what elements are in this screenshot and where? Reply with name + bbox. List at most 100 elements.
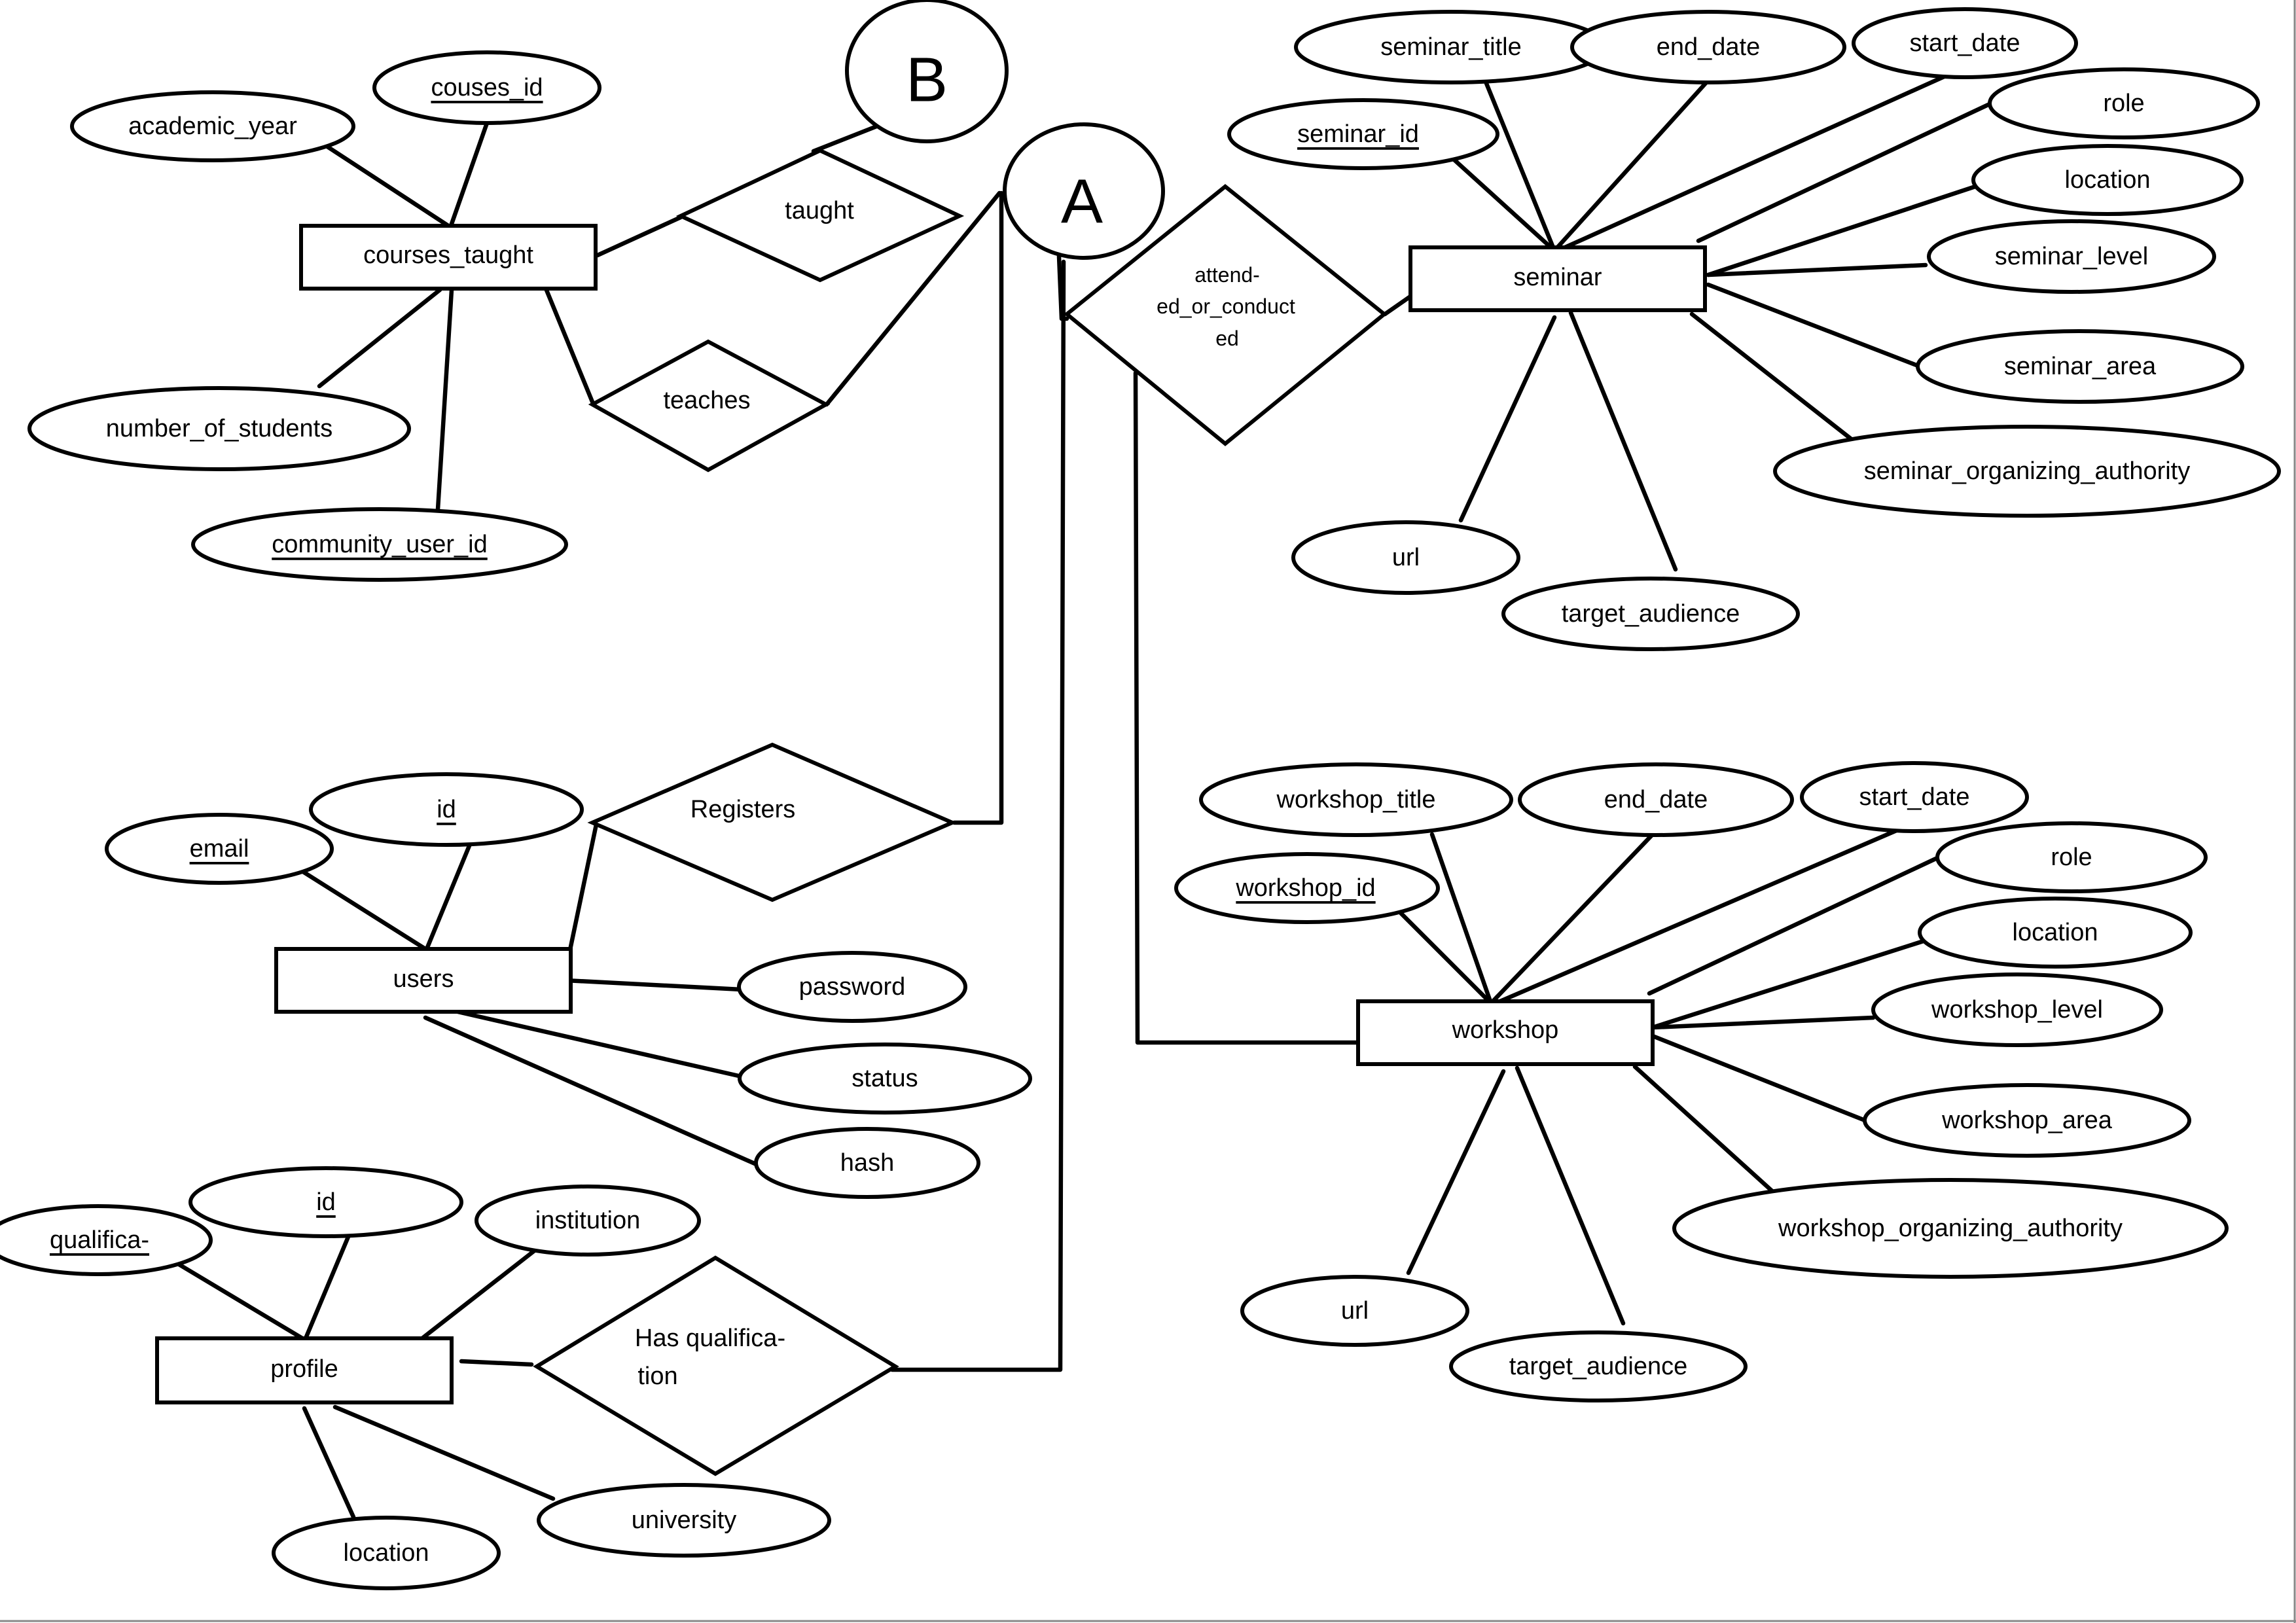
connector-lines <box>174 73 1994 1520</box>
line-courses-academic-year <box>323 143 451 228</box>
connector-a-circle <box>1003 122 1165 260</box>
attribute-number-of-students: number_of_students <box>27 386 411 471</box>
relationship-registers-label: Registers <box>691 796 796 823</box>
line-courses-number-of-students <box>317 287 442 389</box>
attribute-seminar-location: location <box>1971 144 2244 216</box>
line-profile-university <box>332 1404 556 1501</box>
attribute-workshop-area-ellipse <box>1863 1083 2191 1158</box>
attribute-profile-location-label: location <box>344 1539 429 1567</box>
attribute-workshop-id-ellipse <box>1174 852 1440 924</box>
attribute-seminar-id-ellipse <box>1227 98 1499 170</box>
connector-b-circle <box>845 0 1009 143</box>
line-seminar-role <box>1696 101 1994 243</box>
attribute-couses-id: couses_id <box>372 50 601 125</box>
attribute-users-id-ellipse <box>309 772 584 847</box>
attribute-seminar-area-ellipse <box>1916 329 2244 404</box>
relationship-attended-diamond <box>1064 184 1388 446</box>
relationship-taught-label: taught <box>785 197 854 224</box>
attribute-profile-qualifica-label: qualifica- <box>50 1226 149 1254</box>
connector-b-label: B <box>906 45 948 115</box>
attribute-seminar-organizing-authority: seminar_organizing_authority <box>1773 425 2281 518</box>
line-seminar-url <box>1458 315 1557 523</box>
attribute-seminar-location-ellipse <box>1971 144 2244 216</box>
attribute-profile-id-label: id <box>316 1188 336 1216</box>
line-courses-teaches <box>542 283 595 404</box>
line-workshop-url <box>1406 1069 1506 1275</box>
line-users-email <box>295 866 428 952</box>
attribute-users-hash-label: hash <box>840 1149 894 1177</box>
attribute-users-hash-ellipse <box>754 1127 980 1199</box>
attribute-workshop-area-label: workshop_area <box>1941 1107 2113 1134</box>
attribute-seminar-organizing-authority-label: seminar_organizing_authority <box>1864 457 2191 485</box>
connector-a: A <box>1003 122 1165 260</box>
attribute-seminar-end-date-label: end_date <box>1657 33 1761 61</box>
line-profile-has-qualification <box>459 1359 534 1367</box>
attribute-seminar-start-date-label: start_date <box>1910 29 2020 57</box>
attribute-profile-qualifica: qualifica- <box>0 1204 213 1276</box>
line-workshop-target-audience <box>1515 1065 1626 1326</box>
attribute-workshop-level: workshop_level <box>1871 972 2163 1047</box>
relationship-registers: Registers <box>587 742 958 902</box>
attribute-workshop-end-date: end_date <box>1518 762 1794 837</box>
attribute-workshop-target-audience: target_audience <box>1449 1330 1748 1402</box>
line-users-hash <box>423 1015 763 1169</box>
attribute-academic-year: academic_year <box>70 90 355 162</box>
attribute-workshop-role: role <box>1935 821 2208 893</box>
attribute-workshop-organizing-authority-ellipse <box>1672 1178 2229 1279</box>
line-workshop-title <box>1429 832 1494 1006</box>
entity-seminar-label: seminar <box>1513 264 1602 291</box>
relationship-teaches: teaches <box>588 339 831 473</box>
attribute-profile-institution-label: institution <box>535 1207 641 1234</box>
attribute-profile-university-ellipse <box>537 1483 831 1558</box>
line-workshop-start-date <box>1493 827 1901 1006</box>
entity-workshop-label: workshop <box>1452 1016 1559 1044</box>
entity-workshop: workshop <box>1356 999 1655 1066</box>
line-workshop-level <box>1650 1015 1876 1030</box>
attribute-users-hash: hash <box>754 1127 980 1199</box>
attribute-users-id: id <box>309 772 584 847</box>
line-workshop-end-date <box>1488 832 1655 1006</box>
entity-courses-taught: courses_taught <box>299 224 598 291</box>
line-courses-couses-id <box>448 120 490 228</box>
relationship-attended-label-1: attend- <box>1194 263 1260 287</box>
attribute-users-status-ellipse <box>738 1043 1032 1115</box>
attribute-workshop-title-label: workshop_title <box>1276 786 1436 813</box>
attribute-workshop-title: workshop_title <box>1199 762 1513 837</box>
attribute-academic-year-ellipse <box>70 90 355 162</box>
line-courses-taught <box>595 215 683 258</box>
line-workshop-role <box>1647 855 1941 996</box>
attribute-workshop-location: location <box>1918 897 2193 969</box>
entity-workshop-box <box>1356 999 1655 1066</box>
attribute-workshop-end-date-ellipse <box>1518 762 1794 837</box>
attribute-users-email-ellipse <box>105 813 334 885</box>
attribute-number-of-students-label: number_of_students <box>106 415 332 442</box>
attribute-seminar-url-label: url <box>1392 544 1420 571</box>
line-seminar-target-audience <box>1568 310 1678 572</box>
line-profile-qualifica <box>174 1260 305 1341</box>
relationship-attended-label-2: ed_or_conduct <box>1157 294 1295 318</box>
attribute-seminar-area: seminar_area <box>1916 329 2244 404</box>
attribute-profile-qualifica-ellipse <box>0 1204 213 1276</box>
line-teaches-a <box>824 190 1002 407</box>
line-seminar-area <box>1706 282 1919 368</box>
attribute-users-password-ellipse <box>737 951 967 1023</box>
relationship-teaches-diamond <box>588 339 831 473</box>
line-seminar-authority <box>1689 312 1864 450</box>
line-seminar-location <box>1706 184 1978 277</box>
attribute-seminar-level: seminar_level <box>1927 219 2216 294</box>
attribute-seminar-location-label: location <box>2065 166 2151 194</box>
attribute-workshop-role-label: role <box>2051 844 2092 871</box>
attribute-workshop-id: workshop_id <box>1174 852 1440 924</box>
entity-seminar: seminar <box>1408 245 1707 312</box>
relationship-teaches-label: teaches <box>663 387 750 414</box>
relationship-attended-label-3: ed <box>1215 327 1239 350</box>
attribute-profile-institution-ellipse <box>475 1185 701 1257</box>
attribute-community-user-id-ellipse <box>191 507 568 582</box>
line-workshop-area <box>1650 1033 1869 1124</box>
line-courses-community-user-id <box>435 287 454 512</box>
entity-profile-label: profile <box>270 1355 338 1383</box>
attribute-seminar-area-label: seminar_area <box>2004 353 2157 380</box>
attribute-profile-location: location <box>272 1516 501 1590</box>
attribute-workshop-organizing-authority-label: workshop_organizing_authority <box>1778 1215 2123 1242</box>
relationship-taught: taught <box>675 148 965 283</box>
